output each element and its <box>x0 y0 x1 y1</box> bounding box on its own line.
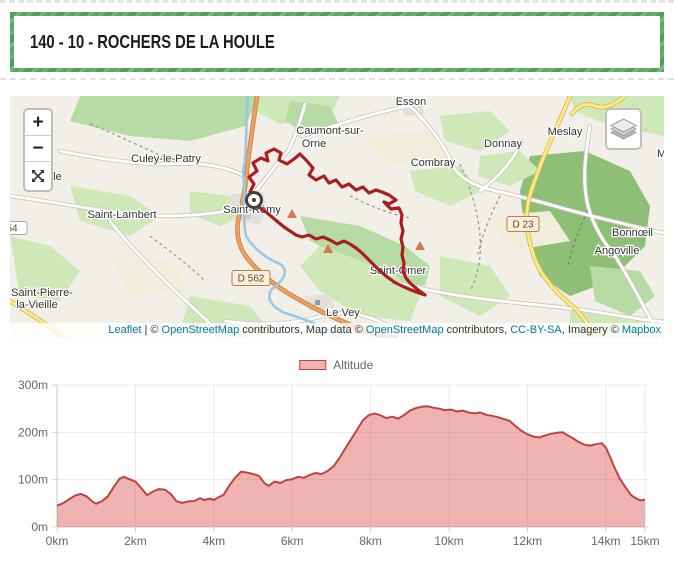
map-place-label: Caumont-sur- <box>296 125 364 137</box>
route-track <box>247 147 427 297</box>
route-title-box: 140 - 10 - Rochers de la Houle <box>10 12 664 72</box>
peak-icon <box>287 209 297 218</box>
map-place-label: Esson <box>396 96 427 108</box>
map-canvas: D 562 D 23 54 Esson Caumont-sur-Orne Combray… <box>10 96 664 338</box>
x-tick-label: 2km <box>124 534 147 548</box>
altitude-area <box>57 406 645 527</box>
elevation-chart[interactable]: 0m 100m 200m 300m 0km 2km 4km 6km 8km 10km 12km 14k… <box>0 350 674 561</box>
map-place-label: Culey-le-Patry <box>131 153 201 165</box>
attribution-text: contributors, <box>443 324 511 336</box>
chart-legend[interactable]: Altitude <box>299 358 373 372</box>
layers-icon <box>610 118 637 140</box>
altitude-line <box>56 405 646 507</box>
map-place-label: Le Vey <box>326 307 360 319</box>
road-badge-label: 54 <box>10 224 18 235</box>
attribution-link[interactable]: Mapbox <box>621 324 661 336</box>
y-tick-label: 0m <box>31 520 48 534</box>
map-place-label: Orne <box>302 138 326 150</box>
page-title: 140 - 10 - Rochers de la Houle <box>30 31 275 52</box>
road-badge-label: D 23 <box>512 220 534 231</box>
road-badge <box>231 270 271 286</box>
chart-canvas[interactable]: 0m 100m 200m 300m 0km 2km 4km 6km 8km 10km 12km 14k… <box>0 350 674 561</box>
map-zoom-control: + − <box>23 108 53 192</box>
attribution-text: contributors, Map data © <box>239 324 366 336</box>
attribution-link[interactable]: OpenStreetMap <box>161 324 240 336</box>
road-badge-label: D 562 <box>238 274 265 285</box>
map-place-label: M <box>657 148 664 160</box>
attribution-text: , Imagery © <box>561 324 622 336</box>
y-tick-label: 300m <box>18 378 48 392</box>
map-place-label: Meslay <box>548 126 583 138</box>
x-tick-label: 4km <box>202 534 225 548</box>
top-divider <box>0 0 674 3</box>
x-tick-label: 0km <box>46 534 69 548</box>
fullscreen-icon <box>32 170 44 182</box>
peak-icon <box>323 244 333 253</box>
x-tick-label: 12km <box>513 534 542 548</box>
fullscreen-button[interactable] <box>25 162 51 190</box>
x-tick-label: 6km <box>281 534 304 548</box>
legend-swatch <box>299 360 327 370</box>
map-place-label: la-Vieille <box>16 299 57 311</box>
zoom-in-button[interactable]: + <box>25 110 51 136</box>
y-tick-label: 100m <box>18 473 48 487</box>
x-tick-label: 15km <box>630 534 659 548</box>
map-road-badges: D 562 D 23 54 <box>10 216 540 286</box>
attribution-link[interactable]: CC-BY-SA <box>510 324 562 336</box>
road-badge <box>10 221 28 235</box>
route-start-marker[interactable] <box>245 191 263 209</box>
attribution-link[interactable]: Leaflet <box>108 324 142 336</box>
x-tick-label: 14km <box>591 534 620 548</box>
map-place-label: Donnay <box>484 138 522 150</box>
legend-label: Altitude <box>333 358 374 372</box>
map[interactable]: D 562 D 23 54 Esson Caumont-sur-Orne Combray… <box>10 96 664 338</box>
map-place-label: Saint-Lambert <box>87 209 156 221</box>
map-peak-markers <box>287 209 425 253</box>
attribution-text: | © <box>141 324 162 336</box>
map-place-label: Bonnœil <box>612 227 653 239</box>
y-tick-label: 200m <box>18 425 48 439</box>
map-place-label: Saint-Pierre- <box>11 287 73 299</box>
map-place-label: Combray <box>411 157 456 169</box>
zoom-out-button[interactable]: − <box>25 136 51 162</box>
layers-button[interactable] <box>605 108 642 150</box>
x-tick-label: 10km <box>434 534 463 548</box>
road-badge <box>506 216 540 232</box>
map-attribution: Leaflet | © OpenStreetMap contributors, … <box>10 323 664 338</box>
peak-icon <box>415 241 425 250</box>
x-tick-label: 8km <box>359 534 382 548</box>
attribution-link[interactable]: OpenStreetMap <box>365 324 444 336</box>
map-place-label: Angoville <box>595 245 640 257</box>
header-divider <box>0 78 674 80</box>
